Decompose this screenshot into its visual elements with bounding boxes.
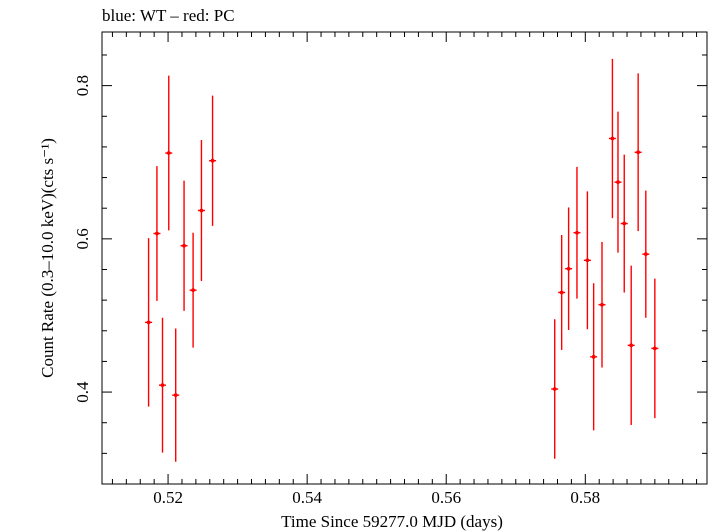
point-marker <box>636 150 641 155</box>
point-marker <box>616 180 620 185</box>
data-point <box>651 278 659 419</box>
data-point <box>620 154 628 293</box>
data-point <box>614 111 622 253</box>
chart-title: blue: WT – red: PC <box>102 6 235 25</box>
point-marker <box>199 208 204 213</box>
point-marker <box>210 158 215 163</box>
point-marker <box>566 266 571 271</box>
y-tick-label: 0.8 <box>73 75 92 96</box>
point-marker <box>629 343 634 348</box>
data-point <box>627 265 635 426</box>
point-marker <box>591 354 596 359</box>
point-marker <box>155 231 159 236</box>
data-point <box>642 190 650 318</box>
x-tick-label: 0.56 <box>431 488 461 507</box>
x-tick-label: 0.58 <box>570 488 600 507</box>
data-point <box>189 232 197 348</box>
data-point <box>551 319 559 459</box>
data-point <box>197 140 205 281</box>
data-point <box>172 328 180 462</box>
y-axis-label: Count Rate (0.3–10.0 keV)(cts s⁻¹) <box>38 138 57 378</box>
point-marker <box>559 290 564 295</box>
x-axis: 0.52 0.54 0.56 0.58 <box>111 32 698 507</box>
point-marker <box>191 288 195 293</box>
point-marker <box>600 302 604 307</box>
data-point <box>209 95 217 226</box>
point-marker <box>160 383 165 388</box>
y-tick-label: 0.6 <box>73 228 92 249</box>
x-tick-label: 0.54 <box>292 488 322 507</box>
point-marker <box>182 243 186 248</box>
data-point <box>153 166 161 301</box>
x-axis-label: Time Since 59277.0 MJD (days) <box>281 512 503 531</box>
data-point <box>159 317 166 453</box>
point-marker <box>652 346 657 351</box>
point-marker <box>610 136 615 141</box>
data-point <box>165 75 173 231</box>
data-point <box>634 73 642 232</box>
point-marker <box>585 258 590 263</box>
x-tick-label: 0.52 <box>153 488 183 507</box>
data-point <box>565 207 573 331</box>
data-point <box>583 191 591 330</box>
point-marker <box>173 393 178 398</box>
data-point <box>573 166 581 299</box>
y-axis: 0.4 0.6 0.8 <box>73 54 707 454</box>
data-point <box>608 58 616 219</box>
point-marker <box>643 252 648 257</box>
data-point <box>598 241 606 368</box>
data-series <box>145 58 659 462</box>
data-point <box>180 180 188 311</box>
data-point <box>145 238 153 407</box>
y-tick-label: 0.4 <box>73 381 92 403</box>
data-point <box>558 235 566 350</box>
point-marker <box>146 320 151 325</box>
point-marker <box>575 230 579 235</box>
point-marker <box>622 221 627 226</box>
point-marker <box>166 151 171 155</box>
data-point <box>590 283 598 431</box>
point-marker <box>552 387 557 391</box>
